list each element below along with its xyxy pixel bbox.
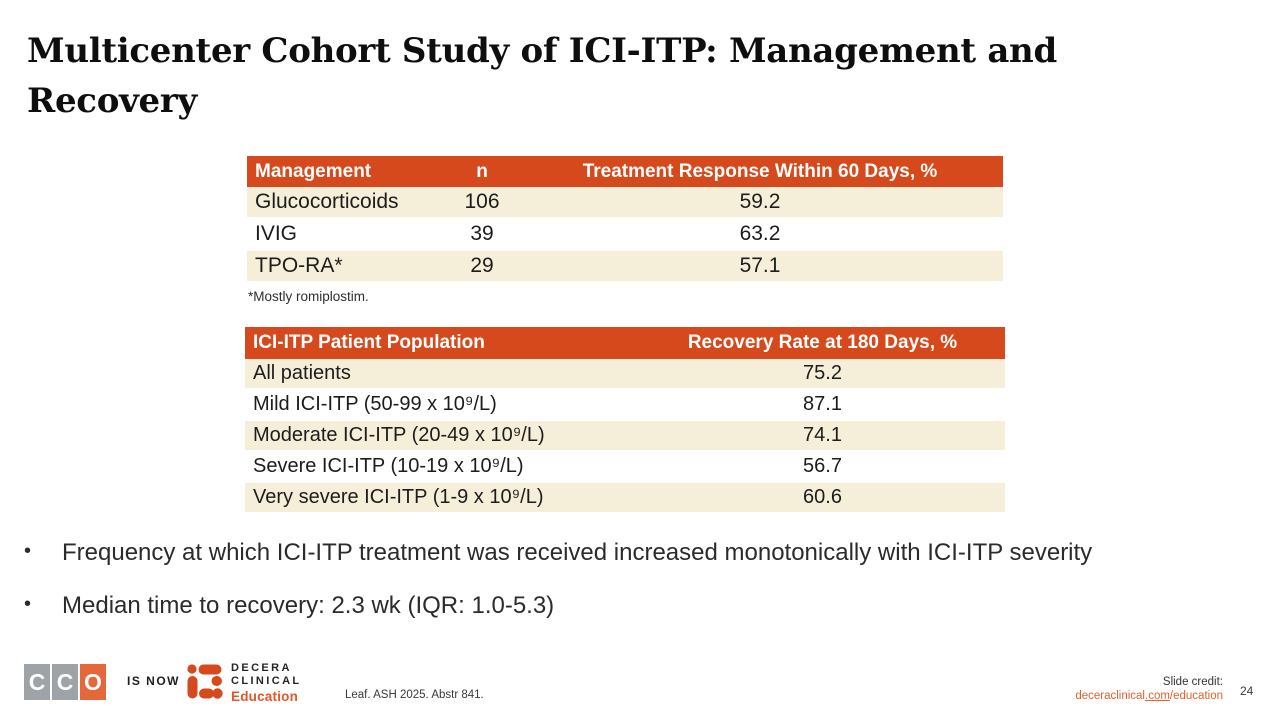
bullet-text: Frequency at which ICI-ITP treatment was… (62, 539, 1093, 566)
cell-management: TPO-RA* (255, 254, 343, 277)
column-header-response: Treatment Response Within 60 Days, % (582, 160, 938, 182)
cell-n: 106 (464, 190, 500, 213)
column-header-population: ICI-ITP Patient Population (253, 332, 485, 353)
cell-rate: 74.1 (803, 424, 842, 446)
table-row: All patients 75.2 (245, 359, 1005, 390)
bullet-list: • Frequency at which ICI-ITP treatment w… (24, 537, 1219, 643)
cell-response: 63.2 (739, 222, 781, 245)
management-table: Management n Treatment Response Within 6… (247, 156, 1003, 283)
decera-logo-icon (187, 664, 223, 699)
cell-population: Mild ICI-ITP (50-99 x 10⁹/L) (253, 393, 497, 415)
bullet-text: Median time to recovery: 2.3 wk (IQR: 1.… (62, 592, 555, 619)
cco-logo-square: C (24, 664, 50, 700)
cell-management: IVIG (255, 222, 298, 245)
cell-n: 29 (470, 254, 494, 277)
cell-population: Moderate ICI-ITP (20-49 x 10⁹/L) (253, 424, 545, 446)
cell-n: 39 (470, 222, 494, 245)
recovery-table: ICI-ITP Patient Population Recovery Rate… (245, 327, 1005, 514)
cco-logo-square: C (52, 664, 78, 700)
slide-credit-link[interactable]: deceraclinical.com/education (1075, 689, 1223, 702)
column-header-n: n (476, 160, 488, 182)
cell-response: 57.1 (739, 254, 781, 277)
recovery-table-header: ICI-ITP Patient Population Recovery Rate… (245, 327, 1005, 359)
cell-rate: 56.7 (803, 455, 842, 477)
list-item: • Frequency at which ICI-ITP treatment w… (24, 537, 1219, 568)
cell-management: Glucocorticoids (255, 190, 399, 213)
table-row: TPO-RA* 29 57.1 (247, 251, 1003, 283)
list-item: • Median time to recovery: 2.3 wk (IQR: … (24, 590, 1219, 621)
table-row: Mild ICI-ITP (50-99 x 10⁹/L) 87.1 (245, 390, 1005, 421)
decera-line3: Education (231, 689, 299, 704)
table-footnote: *Mostly romiplostim. (248, 289, 369, 304)
table-row: Severe ICI-ITP (10-19 x 10⁹/L) 56.7 (245, 452, 1005, 483)
is-now-label: IS NOW (127, 674, 180, 688)
bullet-icon: • (24, 593, 32, 615)
table-row: Moderate ICI-ITP (20-49 x 10⁹/L) 74.1 (245, 421, 1005, 452)
cell-population: All patients (253, 362, 351, 384)
cell-rate: 87.1 (803, 393, 842, 415)
decera-line1: DECERA (231, 662, 292, 674)
cell-population: Severe ICI-ITP (10-19 x 10⁹/L) (253, 455, 524, 477)
decera-logo-text: DECERA CLINICAL Education (231, 662, 302, 704)
cell-response: 59.2 (739, 190, 781, 213)
table-row: Glucocorticoids 106 59.2 (247, 187, 1003, 219)
management-table-header: Management n Treatment Response Within 6… (247, 156, 1003, 187)
citation-text: Leaf. ASH 2025. Abstr 841. (345, 689, 484, 701)
cco-logo-square: O (80, 664, 106, 700)
cell-population: Very severe ICI-ITP (1-9 x 10⁹/L) (253, 486, 544, 508)
page-number: 24 (1240, 684, 1254, 698)
cell-rate: 75.2 (803, 362, 842, 384)
cco-logo: C C O (24, 664, 106, 700)
bullet-icon: • (24, 540, 32, 562)
page-title: Multicenter Cohort Study of ICI-ITP: Man… (27, 31, 1057, 121)
column-header-rate: Recovery Rate at 180 Days, % (687, 332, 958, 353)
slide-credit: Slide credit: deceraclinical.com/educati… (1075, 676, 1223, 703)
table-row: Very severe ICI-ITP (1-9 x 10⁹/L) 60.6 (245, 483, 1005, 514)
table-row: IVIG 39 63.2 (247, 219, 1003, 251)
decera-line2: CLINICAL (231, 675, 302, 687)
cell-rate: 60.6 (803, 486, 842, 508)
slide-credit-label: Slide credit: (1162, 676, 1223, 688)
column-header-management: Management (255, 160, 372, 182)
